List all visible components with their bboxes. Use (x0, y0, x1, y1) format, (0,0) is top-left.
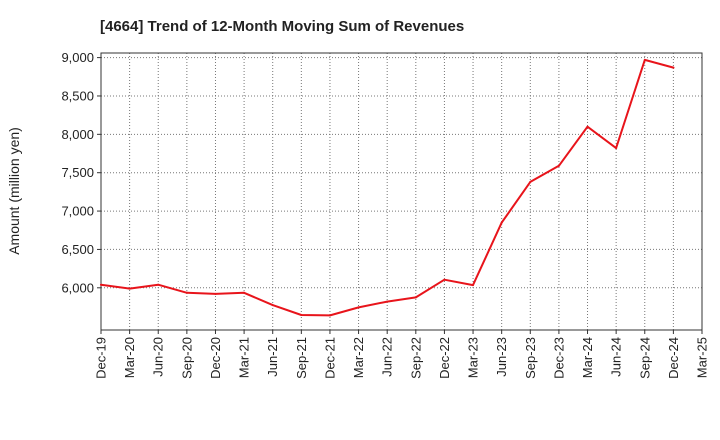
y-tick-label: 6,000 (61, 280, 94, 295)
x-tick-label: Mar-25 (695, 337, 710, 378)
data-point (386, 300, 389, 303)
data-point (329, 314, 331, 317)
x-tick-label: Dec-23 (551, 337, 566, 379)
x-tick-label: Mar-23 (466, 337, 481, 378)
x-tick-label: Dec-20 (208, 337, 223, 379)
x-tick-label: Mar-21 (237, 337, 252, 378)
x-tick-label: Sep-23 (523, 337, 538, 379)
data-point (672, 66, 675, 69)
data-point (443, 278, 446, 281)
data-point (472, 284, 474, 287)
series-layer (100, 58, 675, 317)
y-tick-label: 7,500 (61, 165, 94, 180)
x-tick-label: Sep-22 (408, 337, 423, 379)
data-point (357, 306, 360, 309)
data-point (643, 58, 646, 61)
x-tick-label: Dec-21 (322, 337, 337, 379)
data-point (271, 304, 274, 307)
x-tick-label: Mar-20 (122, 337, 137, 378)
data-point (615, 147, 618, 150)
y-tick-label: 8,000 (61, 127, 94, 142)
x-tick-label: Jun-23 (494, 337, 509, 377)
plot-frame (100, 52, 703, 331)
data-point (529, 180, 532, 183)
data-point (185, 291, 188, 294)
x-tick-label: Dec-19 (94, 337, 109, 379)
data-point (557, 164, 560, 167)
x-tick-label: Sep-21 (294, 337, 309, 379)
data-point (414, 296, 417, 299)
x-tick-label: Sep-24 (637, 337, 652, 379)
data-point (300, 314, 303, 316)
y-tick-label: 7,000 (61, 204, 94, 219)
x-axis-ticks: Dec-19 Mar-20 Jun-20 Sep-20 Dec-20 Mar-21 Jun-… (94, 330, 710, 379)
grid (101, 53, 702, 330)
data-point (100, 283, 102, 286)
x-tick-label: Jun-22 (380, 337, 395, 377)
x-tick-label: Mar-22 (351, 337, 366, 378)
y-axis-ticks: 6,000 6,500 7,000 7,500 8,000 8,500 9,000 (61, 50, 101, 295)
data-point (214, 292, 217, 295)
y-tick-label: 8,500 (61, 88, 94, 103)
data-point (586, 125, 589, 128)
y-axis-label: Amount (million yen) (6, 127, 22, 255)
y-tick-label: 6,500 (61, 242, 94, 257)
data-point (500, 221, 503, 224)
data-point (243, 291, 246, 294)
x-tick-label: Jun-20 (151, 337, 166, 377)
x-tick-label: Jun-21 (265, 337, 280, 377)
y-tick-label: 9,000 (61, 50, 94, 65)
chart-title: [4664] Trend of 12-Month Moving Sum of R… (100, 18, 464, 35)
x-tick-label: Dec-22 (437, 337, 452, 379)
x-tick-label: Sep-20 (179, 337, 194, 379)
data-point (157, 283, 160, 286)
x-tick-label: Dec-24 (666, 337, 681, 379)
x-tick-label: Mar-24 (580, 337, 595, 378)
x-tick-label: Jun-24 (609, 337, 624, 377)
data-point (128, 287, 131, 290)
